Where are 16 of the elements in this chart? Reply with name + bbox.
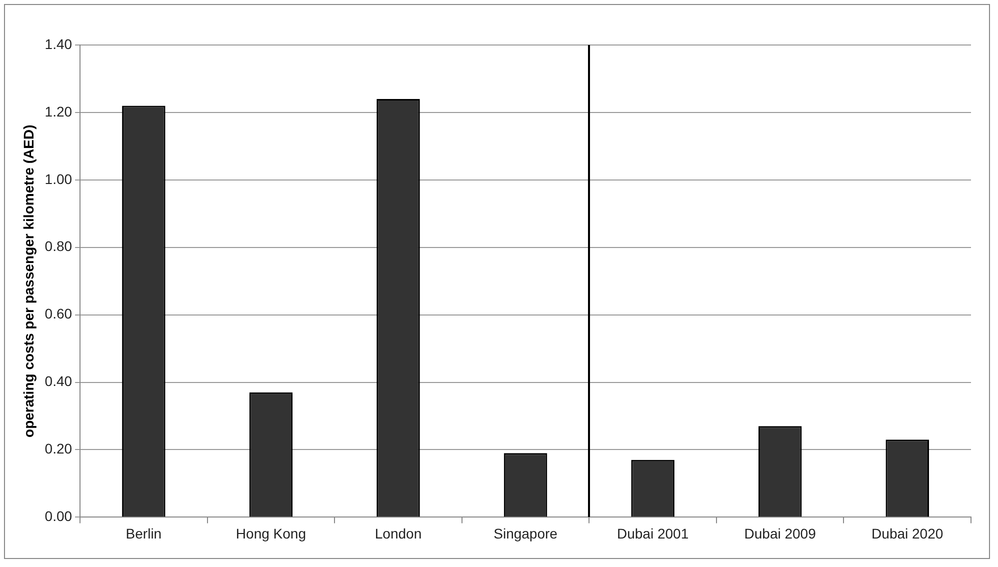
y-tick-label: 0.20: [44, 440, 72, 457]
x-tick-label: Dubai 2001: [616, 525, 689, 542]
x-tick-label: Singapore: [494, 525, 558, 542]
x-tick-label: Hong Kong: [236, 525, 306, 542]
y-tick-label: 1.40: [44, 36, 72, 52]
x-tick-label: Berlin: [126, 525, 162, 542]
x-tick-label: Dubai 2009: [744, 525, 816, 542]
x-tick-label: London: [374, 525, 422, 542]
y-axis-title: operating costs per passenger kilometre (AED): [20, 124, 36, 438]
y-tick-label: 0.80: [44, 238, 72, 254]
y-tick-label: 1.00: [44, 170, 72, 187]
x-tick-label: Dubai 2020: [872, 525, 944, 542]
y-tick-label: 0.00: [44, 508, 72, 524]
y-tick-label: 0.60: [44, 306, 72, 322]
y-tick-label: 1.20: [44, 103, 72, 120]
y-tick-label: 0.40: [44, 373, 72, 390]
